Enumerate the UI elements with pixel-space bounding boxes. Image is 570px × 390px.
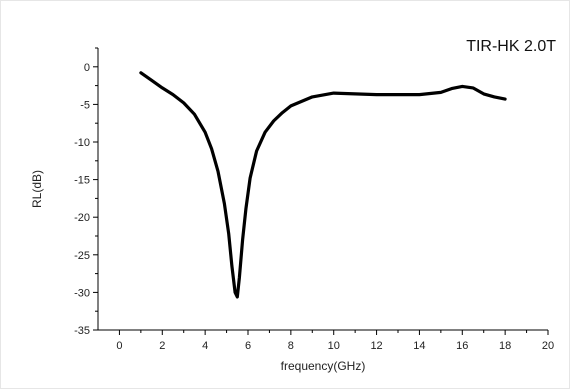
x-tick-label: 0 — [116, 340, 122, 352]
x-tick-label: 10 — [328, 340, 340, 352]
x-tick-label: 16 — [456, 340, 468, 352]
x-tick-label: 18 — [499, 340, 511, 352]
x-tick-label: 6 — [245, 340, 251, 352]
sample-annotation: TIR-HK 2.0T — [466, 38, 556, 55]
y-tick-label: 0 — [84, 62, 90, 74]
y-tick-label: -15 — [74, 175, 90, 187]
y-tick-label: -10 — [74, 137, 90, 149]
y-tick-label: -30 — [74, 287, 90, 299]
y-tick-label: -20 — [74, 212, 90, 224]
x-tick-label: 8 — [288, 340, 294, 352]
x-tick-label: 2 — [159, 340, 165, 352]
y-axis-ticks: 0 -5 -10 -15 -20 -25 -30 -35 — [74, 47, 98, 337]
y-tick-label: -25 — [74, 250, 90, 262]
x-tick-label: 14 — [413, 340, 425, 352]
y-tick-label: -35 — [74, 325, 90, 337]
x-axis-ticks: 0 2 4 6 8 10 12 14 16 18 20 — [116, 330, 554, 352]
x-tick-label: 20 — [542, 340, 554, 352]
rl-curve-line — [139, 71, 507, 299]
x-tick-label: 4 — [202, 340, 208, 352]
y-tick-label: -5 — [80, 99, 90, 111]
x-tick-label: 12 — [370, 340, 382, 352]
y-axis-title: RL(dB) — [30, 170, 44, 208]
x-axis-title: frequency(GHz) — [281, 359, 366, 373]
